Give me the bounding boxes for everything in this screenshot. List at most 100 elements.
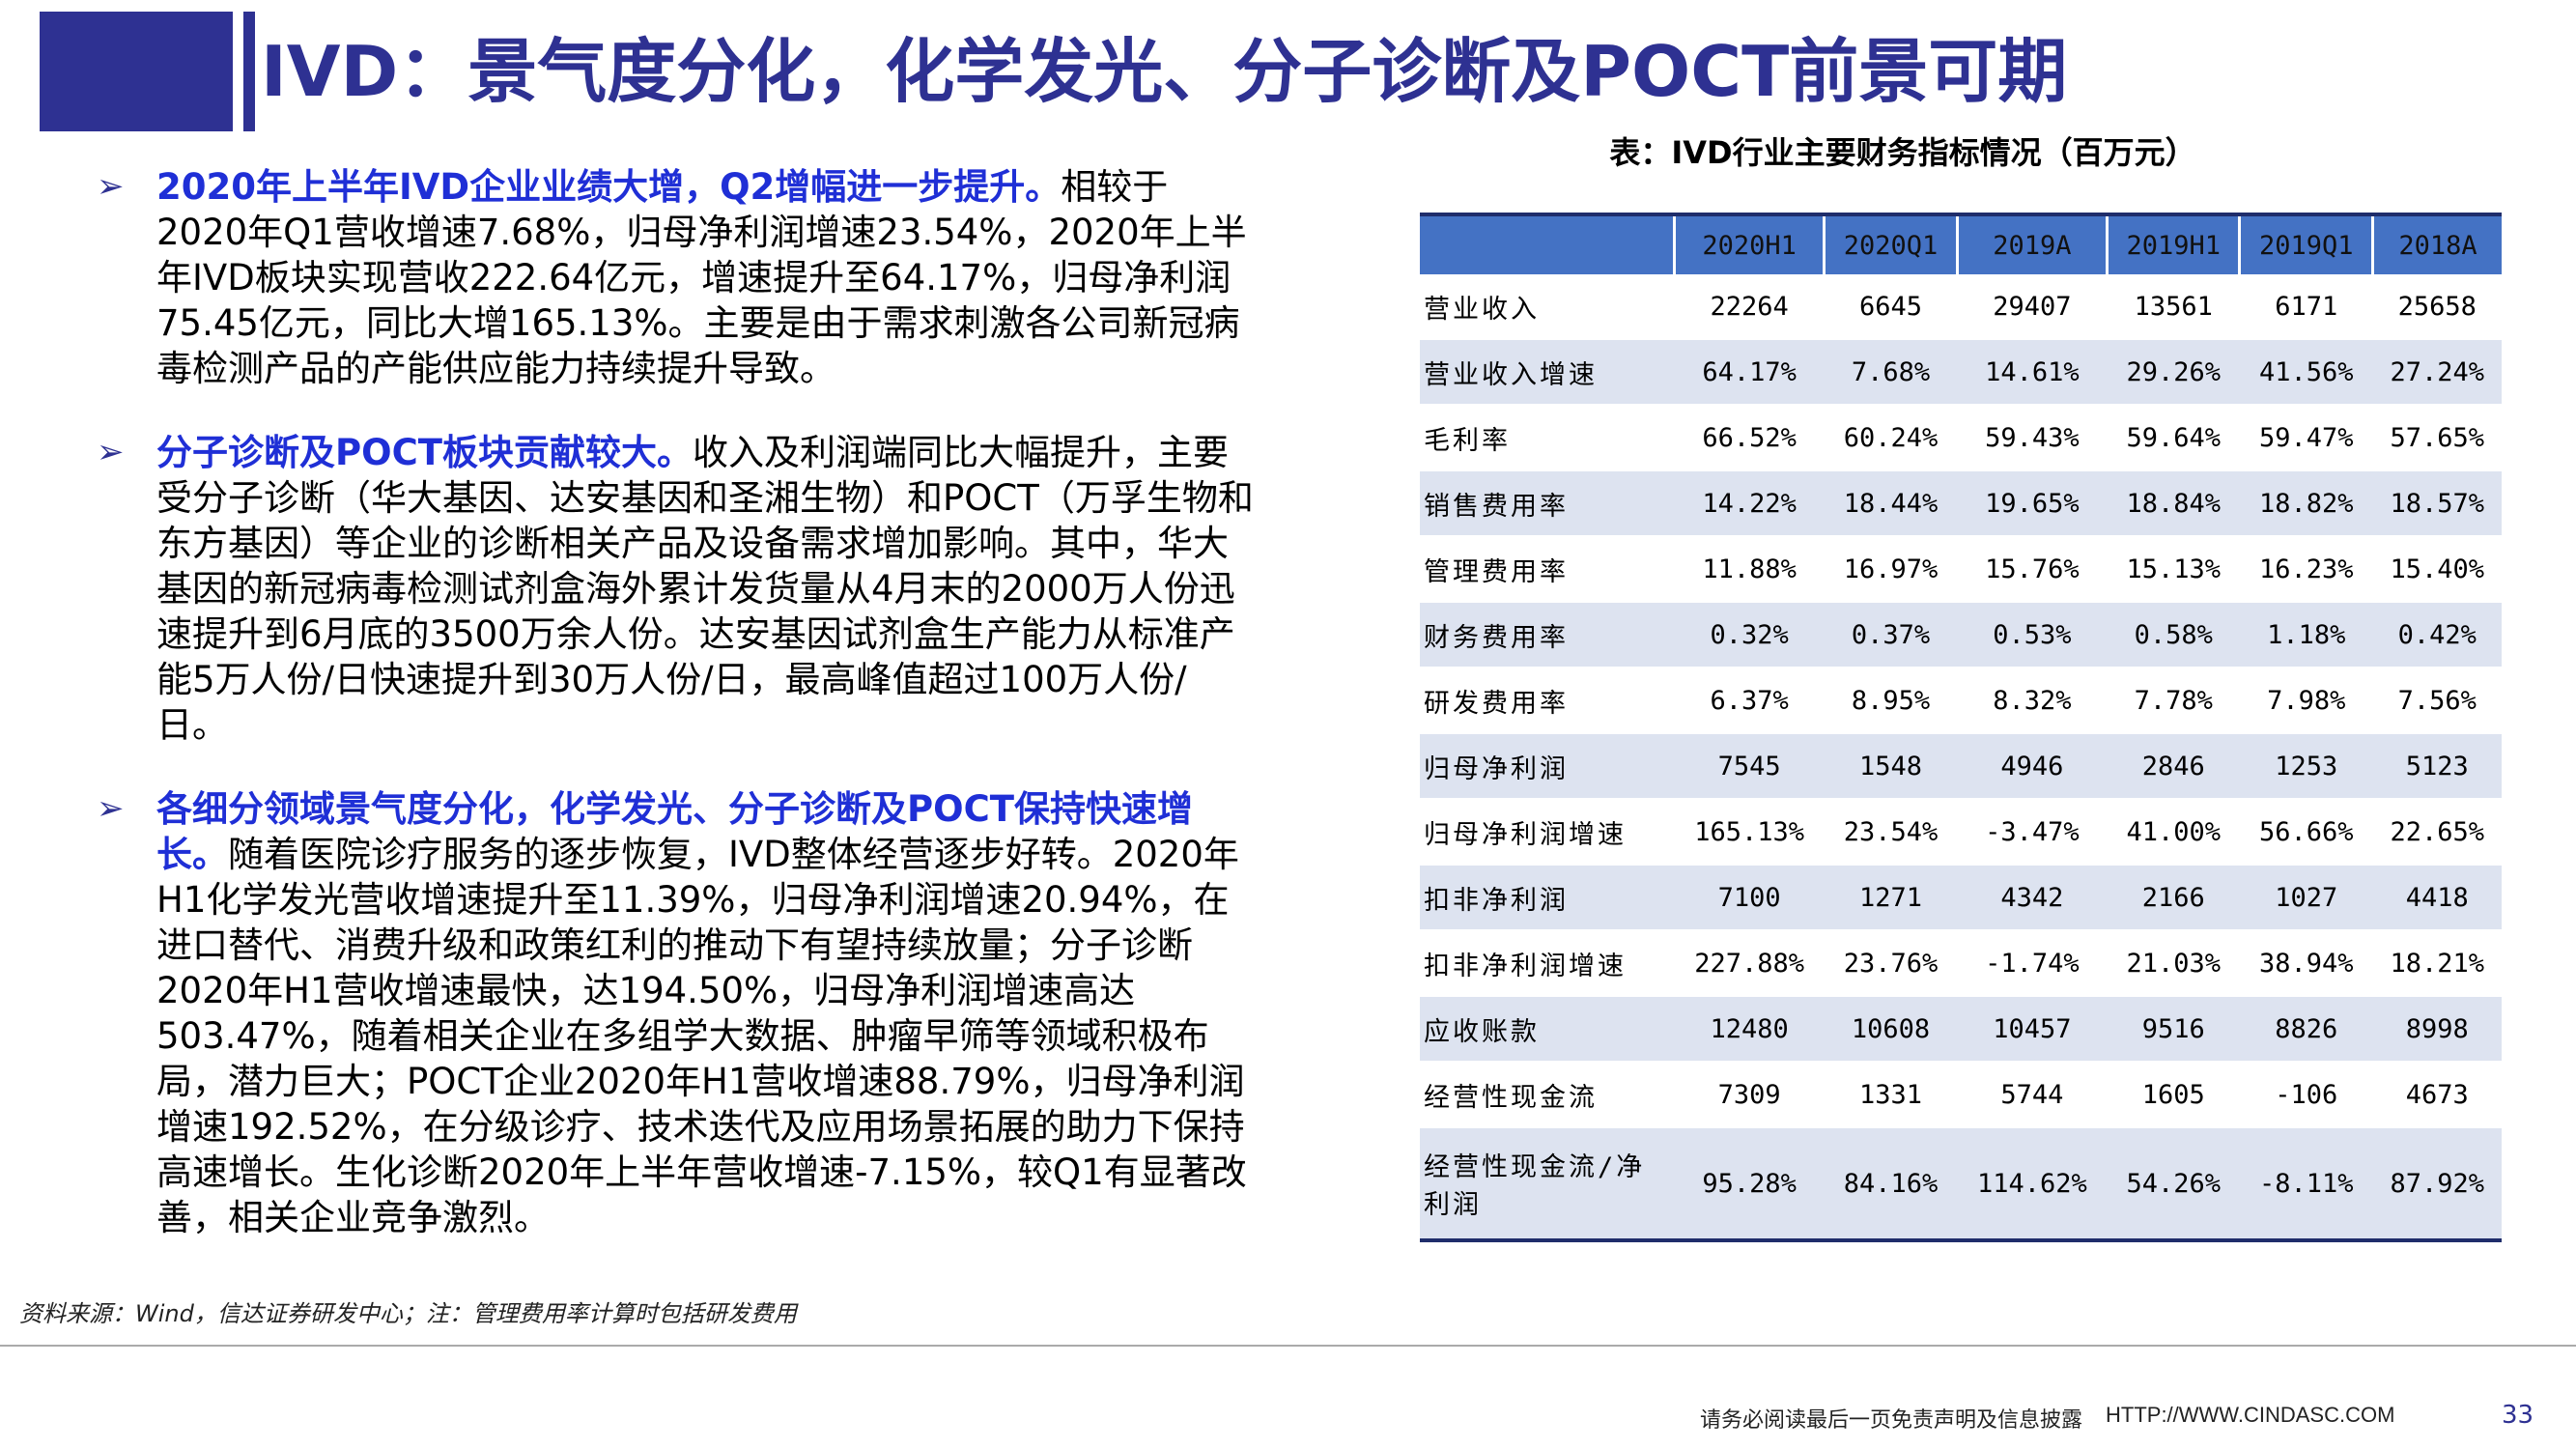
table-cell: 25658 [2372,274,2502,340]
table-cell: 59.43% [1957,405,2108,471]
table-cell: 1027 [2239,865,2373,931]
logo-block [40,12,233,131]
table-cell: 27.24% [2372,339,2502,406]
table-cell: 21.03% [2107,930,2240,997]
page-number: 33 [2502,1401,2534,1430]
table-row: 营业收入增速 64.17% 7.68% 14.61% 29.26% 41.56% 27.24… [1420,339,2502,406]
title-accent-bar [243,12,255,131]
table-row: 归母净利润增速 165.13% 23.54% -3.47% 41.00% 56.66% 22… [1420,799,2502,866]
table-cell: 7.98% [2239,668,2373,734]
row-label: 销售费用率 [1420,470,1675,537]
table-cell: 6.37% [1674,668,1825,734]
table-cell: -8.11% [2239,1127,2373,1242]
row-label: 营业收入增速 [1420,339,1675,406]
bullet-body: 相较于2020年Q1营收增速7.68%，归母净利润增速23.54%，2020年上… [156,166,1247,389]
table-cell: 1.18% [2239,602,2373,668]
bullet-lead: 2020年上半年IVD企业业绩大增，Q2增幅进一步提升。 [156,166,1062,208]
table-cell: -1.74% [1957,930,2108,997]
website-link[interactable]: HTTP://WWW.CINDASC.COM [2106,1403,2395,1427]
table-cell: 84.16% [1824,1127,1958,1242]
row-label: 归母净利润增速 [1420,799,1675,866]
table-cell: 2846 [2107,733,2240,800]
footer-divider [0,1345,2576,1347]
table-cell: 95.28% [1674,1127,1825,1242]
table-cell: 8826 [2239,996,2373,1063]
table-cell: 11.88% [1674,536,1825,603]
table-cell: 0.32% [1674,602,1825,668]
table-cell: 41.00% [2107,799,2240,866]
table-cell: 165.13% [1674,799,1825,866]
row-label: 研发费用率 [1420,668,1675,734]
table-row: 应收账款 12480 10608 10457 9516 8826 8998 [1420,996,2502,1063]
table-cell: 38.94% [2239,930,2373,997]
row-label: 应收账款 [1420,996,1675,1063]
bullet-lead: 分子诊断及POCT板块贡献较大。 [156,432,693,473]
table-row: 研发费用率 6.37% 8.95% 8.32% 7.78% 7.98% 7.56% [1420,668,2502,734]
table-cell: 6171 [2239,274,2373,340]
table-cell: 15.40% [2372,536,2502,603]
financial-table: 2020H1 2020Q1 2019A 2019H1 2019Q1 2018A … [1420,213,2502,1242]
table-cell: 7.56% [2372,668,2502,734]
table-cell: 29407 [1957,274,2108,340]
table-cell: 18.82% [2239,470,2373,537]
table-cell: 1605 [2107,1062,2240,1128]
table-row: 扣非净利润 7100 1271 4342 2166 1027 4418 [1420,865,2502,931]
bullet-lead: 各细分领域景气度分化，化学发光、分子诊断及POCT保持快速增长。 [156,788,1193,875]
table-cell: -3.47% [1957,799,2108,866]
table-cell: 59.47% [2239,405,2373,471]
column-header: 2019H1 [2105,213,2240,274]
arrow-bullet-icon: ➢ [97,789,125,828]
table-cell: 54.26% [2107,1127,2240,1242]
table-cell: 227.88% [1674,930,1825,997]
row-label: 扣非净利润 [1420,865,1675,931]
table-cell: 41.56% [2239,339,2373,406]
row-label: 扣非净利润增速 [1420,930,1675,997]
column-header: 2020Q1 [1823,213,1958,274]
bullet-list: ➢ 2020年上半年IVD企业业绩大增，Q2增幅进一步提升。相较于2020年Q1… [97,164,1256,1279]
bullet-body: 收入及利润端同比大幅提升，主要受分子诊断（华大基因、达安基因和圣湘生物）和POC… [156,432,1254,746]
bullet-body: 随着医院诊疗服务的逐步恢复，IVD整体经营逐步好转。2020年H1化学发光营收增… [156,834,1247,1238]
table-cell: 7545 [1674,733,1825,800]
table-cell: 2166 [2107,865,2240,931]
table-body: 营业收入 22264 6645 29407 13561 6171 25658 营业收入增速 64… [1420,274,2502,1242]
table-cell: 7100 [1674,865,1825,931]
table-row: 归母净利润 7545 1548 4946 2846 1253 5123 [1420,733,2502,800]
table-cell: 19.65% [1957,470,2108,537]
table-cell: 59.64% [2107,405,2240,471]
row-label: 财务费用率 [1420,602,1675,668]
table-cell: 5123 [2372,733,2502,800]
table-cell: 10608 [1824,996,1958,1063]
table-cell: 23.54% [1824,799,1958,866]
arrow-bullet-icon: ➢ [97,167,125,206]
table-row: 管理费用率 11.88% 16.97% 15.76% 15.13% 16.23% 15.40… [1420,536,2502,603]
table-cell: -106 [2239,1062,2373,1128]
row-label: 管理费用率 [1420,536,1675,603]
table-row: 扣非净利润增速 227.88% 23.76% -1.74% 21.03% 38.94% 18… [1420,930,2502,997]
table-row: 财务费用率 0.32% 0.37% 0.53% 0.58% 1.18% 0.42% [1420,602,2502,668]
column-header: 2020H1 [1672,213,1825,274]
table-cell: 4946 [1957,733,2108,800]
table-cell: 18.44% [1824,470,1958,537]
row-label: 经营性现金流 [1420,1062,1675,1128]
column-header: 2018A [2370,213,2502,274]
table-cell: 7.78% [2107,668,2240,734]
row-label: 经营性现金流/净利润 [1420,1127,1675,1242]
table-cell: 56.66% [2239,799,2373,866]
table-cell: 10457 [1957,996,2108,1063]
table-row: 毛利率 66.52% 60.24% 59.43% 59.64% 59.47% 57.65% [1420,405,2502,471]
table-cell: 66.52% [1674,405,1825,471]
table-cell: 18.84% [2107,470,2240,537]
table-cell: 6645 [1824,274,1958,340]
table-cell: 1253 [2239,733,2373,800]
bullet-item: ➢ 分子诊断及POCT板块贡献较大。收入及利润端同比大幅提升，主要受分子诊断（华… [97,430,1256,748]
table-cell: 7.68% [1824,339,1958,406]
source-note: 资料来源：Wind，信达证券研发中心；注：管理费用率计算时包括研发费用 [19,1300,797,1327]
table-cell: 18.57% [2372,470,2502,537]
table-cell: 1548 [1824,733,1958,800]
table-cell: 16.23% [2239,536,2373,603]
row-label: 归母净利润 [1420,733,1675,800]
table-cell: 60.24% [1824,405,1958,471]
table-cell: 22.65% [2372,799,2502,866]
table-cell: 15.13% [2107,536,2240,603]
table-cell: 0.53% [1957,602,2108,668]
